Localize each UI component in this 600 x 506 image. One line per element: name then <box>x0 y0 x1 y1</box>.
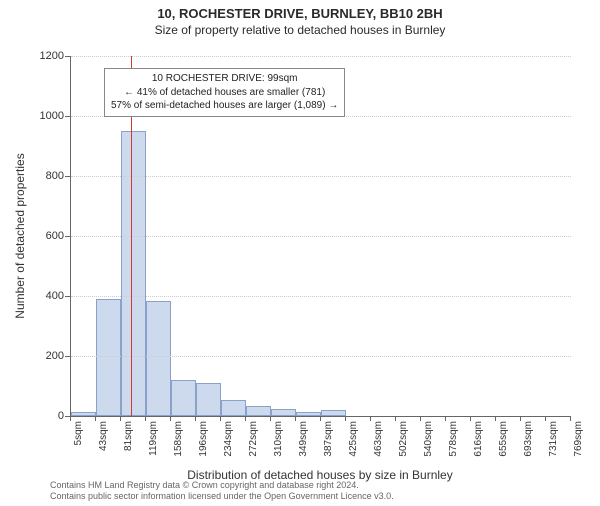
ytick-mark <box>65 176 70 177</box>
info-line-property: 10 ROCHESTER DRIVE: 99sqm <box>111 72 338 86</box>
xtick-label: 655sqm <box>498 421 509 457</box>
xtick-mark <box>495 416 496 421</box>
chart-area: 020040060080010001200 5sqm43sqm81sqm119s… <box>70 56 570 416</box>
info-annotation-box: 10 ROCHESTER DRIVE: 99sqm ← 41% of detac… <box>104 68 345 117</box>
histogram-bar <box>246 406 271 417</box>
xtick-mark <box>445 416 446 421</box>
histogram-bar <box>121 131 146 416</box>
xtick-mark <box>370 416 371 421</box>
histogram-bar <box>196 383 221 416</box>
xtick-label: 616sqm <box>473 421 484 457</box>
gridline <box>71 296 571 297</box>
histogram-bar <box>96 299 121 416</box>
footer-line2: Contains public sector information licen… <box>50 491 394 502</box>
ytick-label: 1000 <box>14 110 64 122</box>
xtick-mark <box>70 416 71 421</box>
histogram-bar <box>221 400 246 417</box>
xtick-mark <box>520 416 521 421</box>
xtick-label: 234sqm <box>223 421 234 457</box>
histogram-bar <box>171 380 196 416</box>
ytick-mark <box>65 296 70 297</box>
xtick-label: 119sqm <box>148 421 159 456</box>
xtick-mark <box>420 416 421 421</box>
histogram-bar <box>271 409 296 416</box>
info-line-larger: 57% of semi-detached houses are larger (… <box>111 99 338 113</box>
xtick-label: 158sqm <box>173 421 184 457</box>
xtick-label: 387sqm <box>323 421 334 457</box>
xtick-mark <box>220 416 221 421</box>
ytick-label: 0 <box>14 410 64 422</box>
xtick-label: 769sqm <box>573 421 584 457</box>
xtick-mark <box>320 416 321 421</box>
footer-line1: Contains HM Land Registry data © Crown c… <box>50 480 394 491</box>
ytick-label: 1200 <box>14 50 64 62</box>
xtick-label: 731sqm <box>548 421 559 457</box>
ytick-mark <box>65 116 70 117</box>
xtick-label: 272sqm <box>248 421 259 457</box>
xtick-mark <box>295 416 296 421</box>
xtick-mark <box>345 416 346 421</box>
xtick-label: 425sqm <box>348 421 359 457</box>
xtick-mark <box>95 416 96 421</box>
xtick-label: 540sqm <box>423 421 434 457</box>
y-axis-label: Number of detached properties <box>13 153 27 318</box>
ytick-mark <box>65 56 70 57</box>
xtick-label: 502sqm <box>398 421 409 457</box>
xtick-mark <box>395 416 396 421</box>
histogram-bar <box>321 410 346 416</box>
ytick-mark <box>65 356 70 357</box>
gridline <box>71 56 571 57</box>
xtick-mark <box>470 416 471 421</box>
histogram-bar <box>296 412 321 417</box>
histogram-bar <box>146 301 171 417</box>
gridline <box>71 176 571 177</box>
xtick-mark <box>120 416 121 421</box>
footer-attribution: Contains HM Land Registry data © Crown c… <box>50 480 394 503</box>
xtick-mark <box>570 416 571 421</box>
info-line-smaller: ← 41% of detached houses are smaller (78… <box>111 86 338 100</box>
xtick-mark <box>195 416 196 421</box>
xtick-mark <box>145 416 146 421</box>
gridline <box>71 236 571 237</box>
xtick-label: 578sqm <box>448 421 459 457</box>
xtick-mark <box>545 416 546 421</box>
chart-subtitle: Size of property relative to detached ho… <box>0 23 600 37</box>
xtick-label: 196sqm <box>198 421 209 457</box>
chart-title: 10, ROCHESTER DRIVE, BURNLEY, BB10 2BH <box>0 6 600 21</box>
xtick-label: 349sqm <box>298 421 309 457</box>
xtick-mark <box>170 416 171 421</box>
gridline <box>71 356 571 357</box>
xtick-mark <box>270 416 271 421</box>
ytick-mark <box>65 236 70 237</box>
xtick-mark <box>245 416 246 421</box>
xtick-label: 81sqm <box>123 421 134 451</box>
ytick-label: 200 <box>14 350 64 362</box>
xtick-label: 5sqm <box>73 421 84 445</box>
xtick-label: 693sqm <box>523 421 534 457</box>
xtick-label: 310sqm <box>273 421 284 457</box>
histogram-bar <box>71 412 96 417</box>
xtick-label: 43sqm <box>98 421 109 451</box>
xtick-label: 463sqm <box>373 421 384 457</box>
